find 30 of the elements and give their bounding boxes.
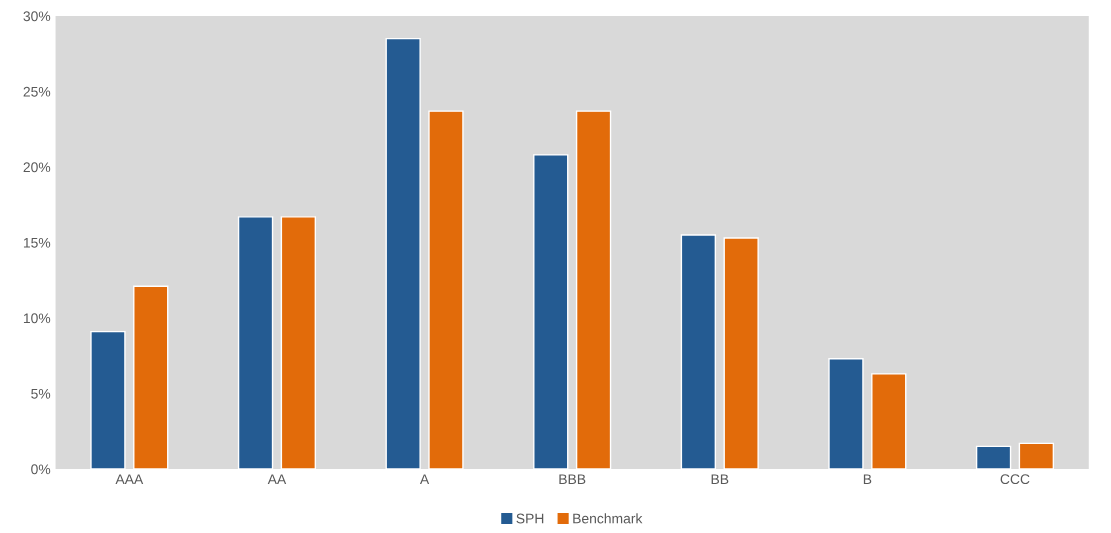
bar bbox=[133, 285, 169, 470]
bar bbox=[575, 110, 612, 470]
y-tick-label: 30% bbox=[23, 11, 51, 22]
x-tick-label: BBB bbox=[559, 474, 586, 484]
y-tick-label: 0% bbox=[31, 464, 51, 475]
x-tick-label: AAA bbox=[115, 474, 144, 484]
bar bbox=[828, 358, 864, 470]
y-tick-label: 20% bbox=[23, 162, 51, 173]
x-tick-label: A bbox=[419, 474, 430, 484]
y-tick-label: 25% bbox=[23, 86, 51, 97]
bar bbox=[533, 154, 569, 470]
x-tick-label: B bbox=[863, 474, 872, 484]
bar bbox=[871, 373, 907, 470]
bar bbox=[90, 330, 126, 470]
bar bbox=[237, 216, 274, 470]
legend-label: SPH bbox=[516, 513, 544, 524]
legend-label: Benchmark bbox=[573, 513, 643, 524]
bar bbox=[723, 237, 759, 470]
bar bbox=[975, 445, 1012, 470]
x-tick-label: AA bbox=[267, 474, 287, 484]
bar bbox=[428, 110, 464, 470]
x-tick-label: CCC bbox=[1000, 474, 1030, 485]
bar bbox=[1018, 442, 1055, 470]
bar bbox=[280, 216, 317, 470]
x-tick-label: BB bbox=[711, 474, 729, 484]
bar bbox=[680, 234, 717, 470]
y-tick-label: 15% bbox=[23, 237, 51, 248]
y-tick-label: 5% bbox=[31, 388, 51, 399]
y-tick-label: 10% bbox=[23, 313, 51, 324]
bar bbox=[385, 37, 421, 470]
